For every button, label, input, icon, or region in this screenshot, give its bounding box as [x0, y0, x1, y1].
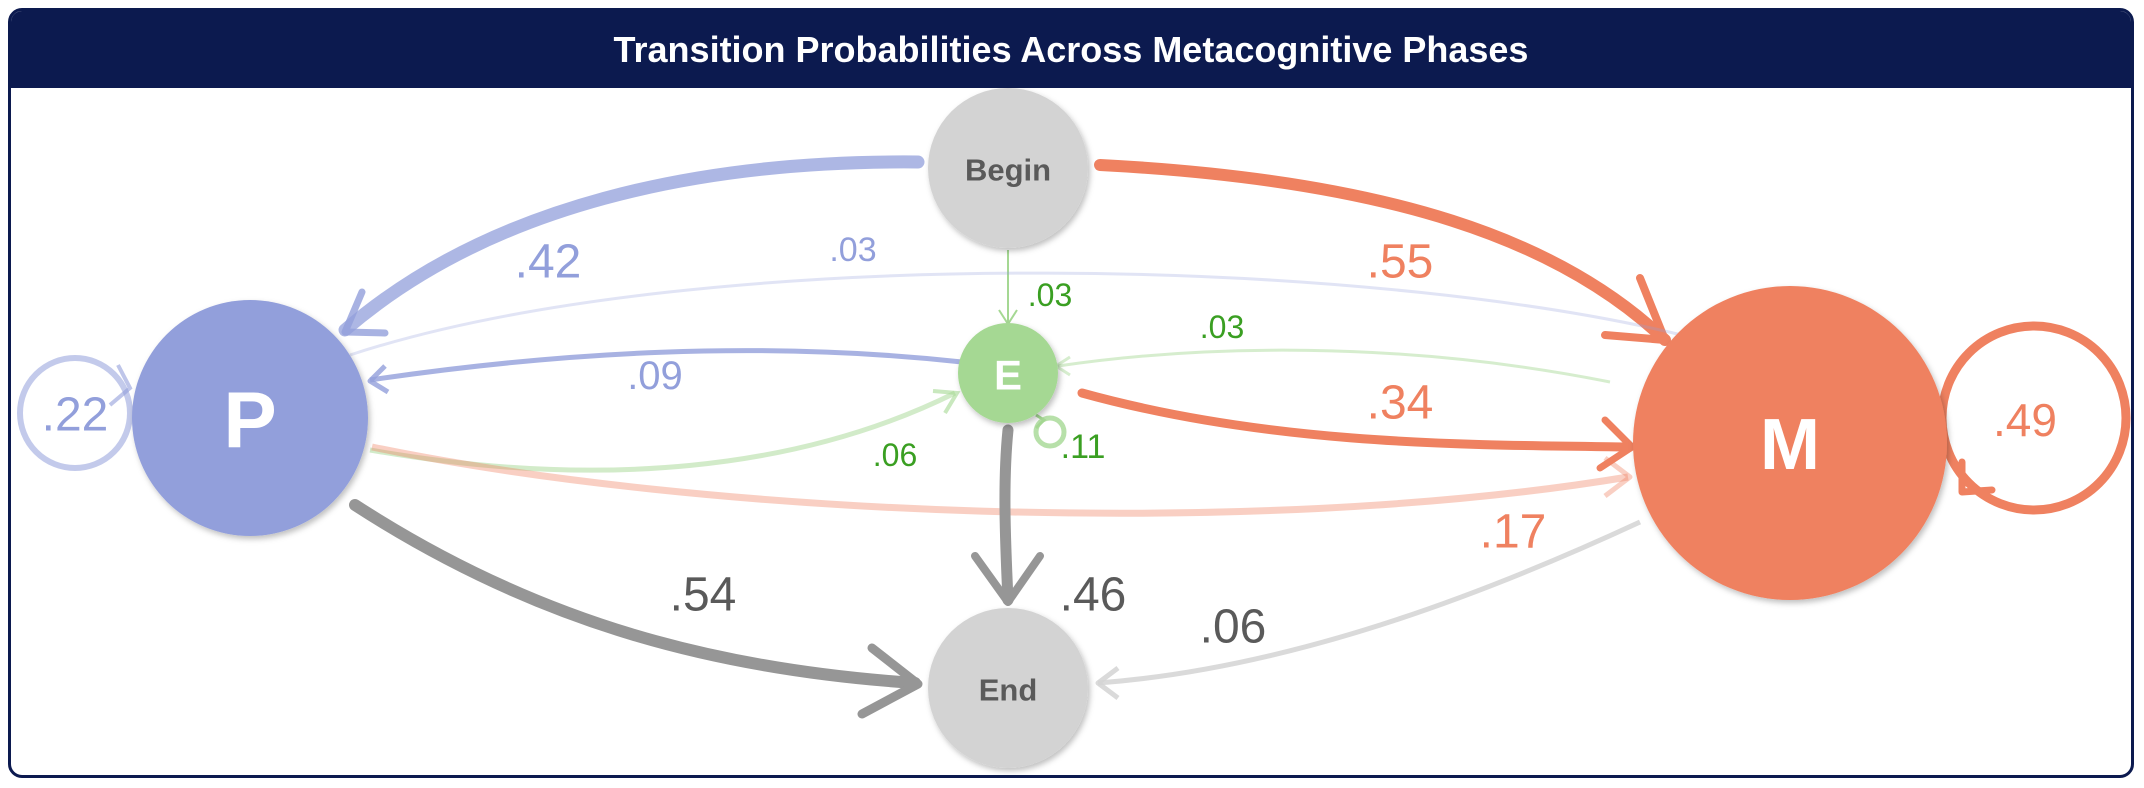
label-m-to-end: .06	[1200, 601, 1267, 654]
node-begin: Begin	[928, 88, 1088, 248]
edge-e-to-m	[1077, 388, 1636, 472]
node-monitoring: M	[1633, 286, 1947, 600]
node-evaluation: E	[958, 323, 1058, 423]
node-planning: P	[132, 300, 368, 536]
edge-begin-to-e	[998, 250, 1018, 326]
label-p-to-e: .06	[873, 437, 917, 473]
edge-p-to-m	[371, 443, 1633, 517]
label-p-self: .22	[42, 389, 109, 442]
node-monitoring-label: M	[1760, 405, 1820, 485]
label-e-to-end: .46	[1060, 569, 1127, 622]
edge-m-to-end	[1095, 519, 1642, 700]
edge-p-self	[17, 355, 133, 471]
edge-p-to-e	[369, 389, 961, 473]
edge-e-to-end	[971, 424, 1044, 606]
label-m-self: .49	[1993, 394, 2057, 446]
title-bar: Transition Probabilities Across Metacogn…	[11, 11, 2131, 88]
node-end-label: End	[979, 673, 1038, 708]
edge-e-self	[1033, 413, 1067, 449]
label-m-to-e: .03	[1200, 309, 1244, 345]
label-e-self: .11	[1061, 428, 1106, 466]
edge-begin-to-m	[1094, 159, 1671, 346]
label-p-to-m: .17	[1480, 506, 1547, 559]
edge-e-to-p	[367, 348, 963, 395]
label-begin-to-m: .55	[1367, 236, 1434, 289]
node-end: End	[928, 608, 1088, 768]
label-begin-to-e: .03	[1028, 277, 1072, 313]
label-e-to-p: .09	[627, 354, 683, 398]
node-planning-label: P	[223, 376, 276, 465]
node-begin-label: Begin	[965, 153, 1051, 188]
label-begin-to-p: .42	[515, 236, 582, 289]
label-p-to-end: .54	[670, 569, 737, 622]
edge-m-to-p	[349, 271, 1721, 357]
edge-begin-to-p	[338, 155, 925, 337]
edge-p-to-end	[349, 499, 923, 719]
node-evaluation-label: E	[994, 352, 1022, 399]
label-e-to-m: .34	[1367, 377, 1434, 430]
edge-m-to-e	[1053, 348, 1611, 384]
label-m-to-p: .03	[829, 231, 876, 269]
diagram-title: Transition Probabilities Across Metacogn…	[613, 28, 1529, 70]
